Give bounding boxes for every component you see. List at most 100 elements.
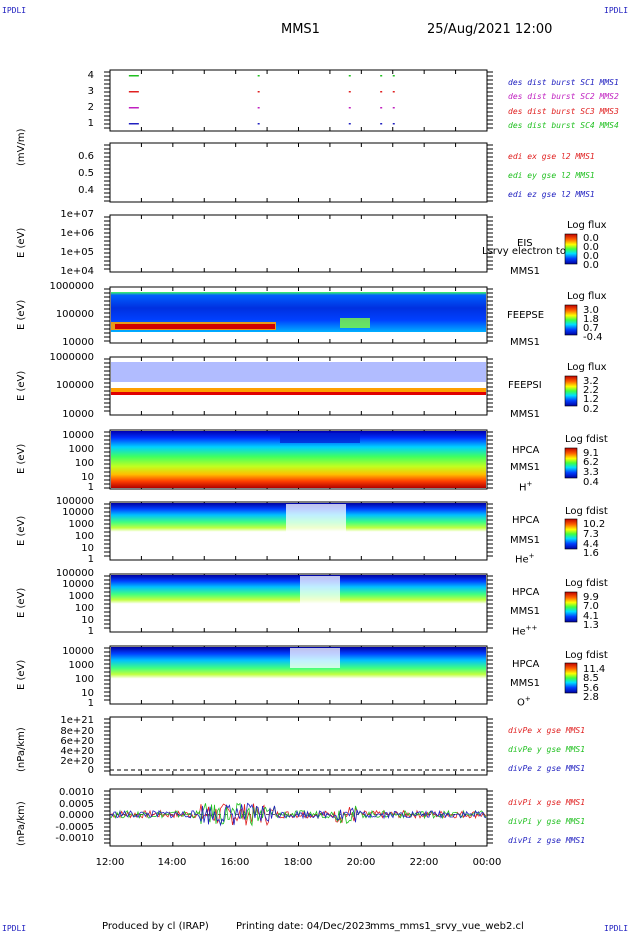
x-tick-label: 00:00 [472, 857, 502, 868]
hpca-he-cbar-value: 1.6 [583, 548, 599, 559]
date-title: 25/Aug/2021 12:00 [427, 22, 553, 37]
hpca-hepp-cbar-value: 7.0 [583, 601, 599, 612]
hpca-o-cbar-value: 8.5 [583, 673, 599, 684]
hpca-hepp-cbar-value: 4.1 [583, 611, 599, 622]
edi-ytick: 0.4 [78, 185, 94, 196]
feepsi-cbar-value: 2.2 [583, 385, 599, 396]
hpca-hepp-ytick: 100 [74, 603, 94, 614]
hpca-hepp-label: HPCA [512, 587, 540, 598]
burst-mark [348, 123, 351, 125]
feepse-label: FEEPSE [507, 310, 545, 321]
feepsi-ytick: 10000 [62, 409, 94, 420]
x-tick-label: 16:00 [220, 857, 250, 868]
eis-overlap-text: Lsrvy electron to [482, 246, 566, 257]
hpca-h-cbar-value: 9.1 [583, 448, 599, 459]
burst-ytick: 1 [87, 118, 94, 129]
feepse-cbar-value: 1.8 [583, 314, 599, 325]
feepse-cbar-value: 0.7 [583, 323, 599, 334]
hpca-h-ytick: 10000 [62, 430, 94, 441]
hpca-he-label: HPCA [512, 515, 540, 526]
feepsi-cbar-title: Log flux [567, 362, 607, 373]
eis-mms-label: MMS1 [510, 266, 540, 277]
hpca-o-label: HPCA [512, 659, 540, 670]
edi-ytick: 0.5 [78, 168, 94, 179]
hpca-o-ytick: 10000 [62, 646, 94, 657]
burst-mark [380, 91, 383, 93]
divpe-ytick: 1e+21 [60, 715, 94, 726]
burst-mark [128, 123, 139, 125]
divpe-ytick: 2e+20 [60, 756, 94, 767]
feepse-cbar-value: 3.0 [583, 305, 599, 316]
hpca-hepp-ytick: 10000 [62, 579, 94, 590]
divpi-ytick: 0.0005 [59, 799, 94, 810]
x-tick-label: 20:00 [346, 857, 376, 868]
colorbar [564, 375, 578, 407]
hpca-h-label: HPCA [512, 445, 540, 456]
colorbar [564, 304, 578, 336]
divpi-panel-frame [109, 788, 488, 847]
burst-mark [128, 107, 139, 109]
species-charge: + [526, 480, 533, 488]
divpi-legend-z: divPi z gse MMS1 [508, 836, 586, 845]
burst-legend-sc4: des dist burst SC4 MMS4 [508, 121, 619, 130]
spacecraft-title: MMS1 [281, 22, 320, 37]
burst-mark [348, 75, 351, 77]
burst-legend-sc1: des dist burst SC1 MMS1 [508, 78, 619, 87]
hpca-hepp-cbar-value: 1.3 [583, 620, 599, 631]
feepse-ytick: 1000000 [49, 281, 94, 292]
eis-cbar-value: 0.0 [583, 251, 599, 262]
hpca-he-cbar-value: 10.2 [583, 519, 606, 530]
divpe-panel-frame [109, 716, 488, 776]
divpi-ytick: 0.0010 [59, 787, 94, 798]
hpca-o-species: O+ [517, 695, 531, 708]
eis-ytick: 1e+07 [60, 209, 94, 220]
burst-panel-frame [109, 69, 488, 132]
burst-mark [348, 107, 351, 109]
hpca-o-ylabel: E (eV) [16, 659, 27, 690]
feepsi-ylabel: E (eV) [16, 370, 27, 401]
hpca-he-ytick: 10000 [62, 507, 94, 518]
edi-ytick: 0.6 [78, 151, 94, 162]
divpi-ytick: -0.0010 [55, 833, 94, 844]
divpe-legend-z: divPe z gse MMS1 [508, 764, 586, 773]
species-name: He [512, 626, 526, 638]
eis-panel-frame [109, 214, 488, 273]
species-name: He [515, 554, 529, 566]
eis-ytick: 1e+05 [60, 247, 94, 258]
corner-label-br: IPDLI [604, 924, 629, 933]
divpe-ytick: 0 [87, 765, 94, 776]
feepse-ytick: 10000 [62, 337, 94, 348]
eis-ylabel: E (eV) [16, 227, 27, 258]
hpca-h-mms-label: MMS1 [510, 462, 540, 473]
feepsi-mms-label: MMS1 [510, 409, 540, 420]
hpca-o-mms-label: MMS1 [510, 678, 540, 689]
burst-legend-sc2: des dist burst SC2 MMS2 [508, 92, 619, 101]
feepsi-noise [111, 362, 486, 382]
burst-mark [348, 91, 351, 93]
burst-mark [380, 75, 383, 77]
species-name: H [519, 482, 527, 494]
hpca-h-ytick: 100 [74, 458, 94, 469]
burst-mark [257, 91, 260, 93]
hpca-h-species: H+ [519, 480, 532, 493]
burst-mark [392, 75, 395, 77]
x-tick-label: 12:00 [95, 857, 125, 868]
eis-ytick: 1e+06 [60, 228, 94, 239]
burst-mark [380, 107, 383, 109]
feepsi-cbar-value: 3.2 [583, 376, 599, 387]
burst-ytick: 4 [87, 70, 94, 81]
x-tick-label: 22:00 [409, 857, 439, 868]
edi-legend-x: edi ex gse l2 MMS1 [508, 152, 595, 161]
hpca-o-cbar-value: 5.6 [583, 683, 599, 694]
eis-ytick: 1e+04 [60, 266, 94, 277]
colorbar [564, 233, 578, 265]
feepse-cbar-title: Log flux [567, 291, 607, 302]
divpi-legend-y: divPi y gse MMS1 [508, 817, 586, 826]
burst-mark [392, 107, 395, 109]
hpca-hepp-ytick: 100000 [55, 568, 94, 579]
edi-ylabel: (mV/m) [16, 128, 27, 167]
hpca-h-ylabel: E (eV) [16, 443, 27, 474]
species-charge: + [528, 552, 535, 560]
hpca-h-cbar-title: Log fdist [565, 434, 608, 445]
feepsi-ytick: 1000000 [49, 352, 94, 363]
